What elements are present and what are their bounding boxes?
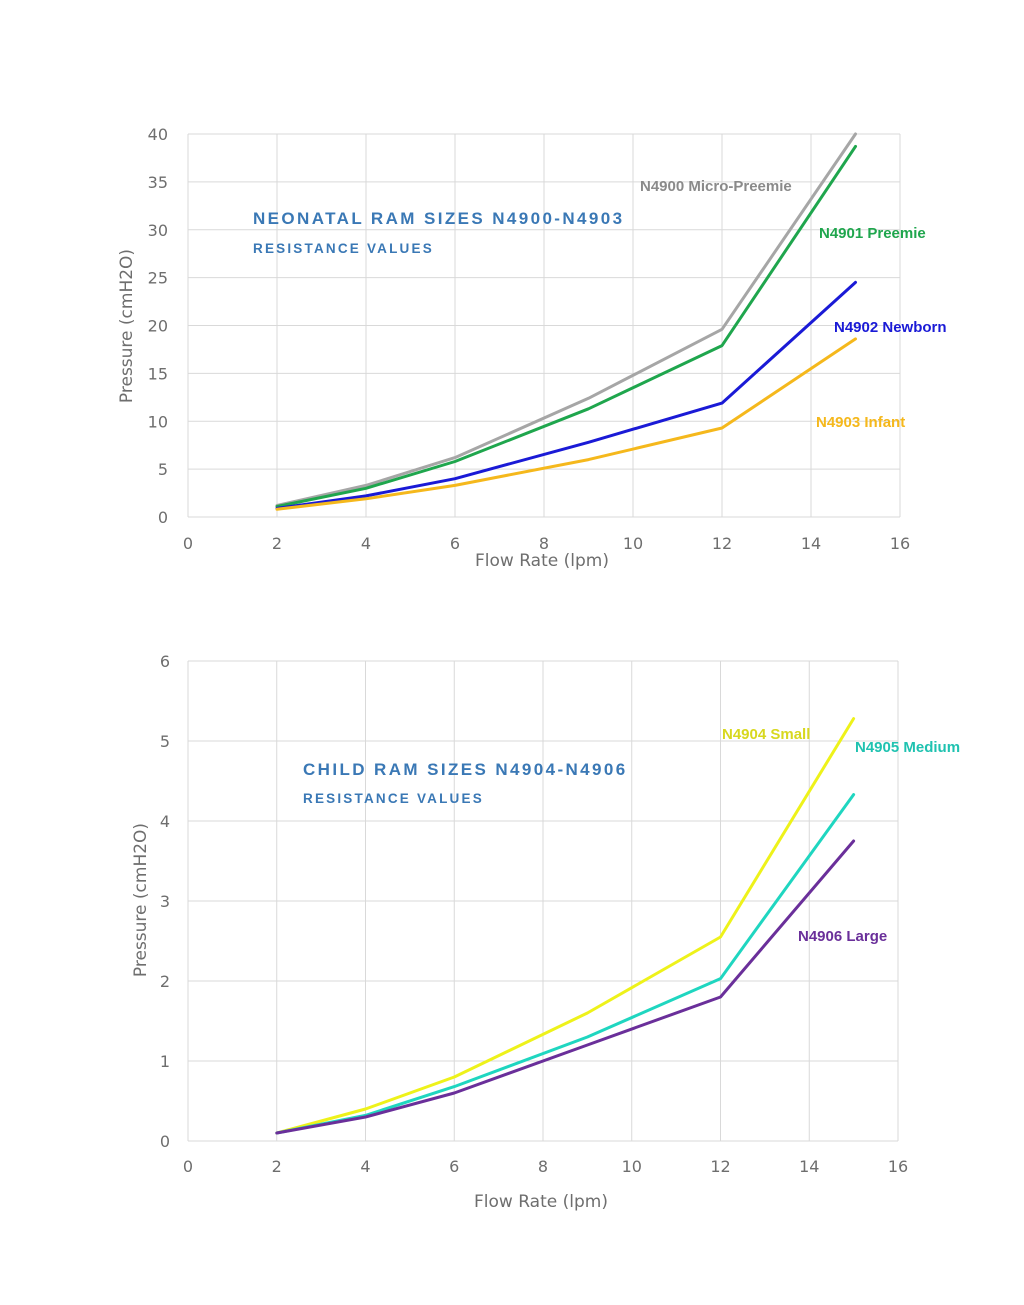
neonatal-resistance-chart: 0 2 4 6 8 10 12 14 16 0 5 10 15 20 25 30 35 40 NEONATAL R…: [117, 125, 947, 571]
chart-grid: [187, 660, 899, 1142]
x-tick-label: 16: [888, 1157, 908, 1176]
chart-grid: [187, 133, 901, 518]
x-tick-label: 10: [623, 534, 643, 553]
x-axis-label: Flow Rate (lpm): [474, 1192, 608, 1212]
series-label-n4903: N4903 Infant: [816, 414, 905, 431]
series-label-n4902: N4902 Newborn: [834, 319, 947, 336]
x-tick-label: 14: [799, 1157, 819, 1176]
y-tick-label: 1: [160, 1052, 170, 1071]
chart-series: [275, 132, 857, 511]
series-label-n4905: N4905 Medium: [855, 739, 960, 756]
x-tick-label: 12: [712, 534, 732, 553]
series-line-n4906: [275, 839, 856, 1135]
x-tick-label: 4: [361, 534, 371, 553]
chart-title: CHILD RAM SIZES N4904-N4906: [303, 760, 628, 779]
y-tick-label: 40: [148, 125, 168, 144]
series-label-n4904: N4904 Small: [722, 726, 810, 743]
y-tick-label: 10: [148, 412, 168, 431]
series-line-n4901: [275, 144, 857, 508]
y-tick-label: 5: [160, 732, 170, 751]
chart-ticks: 0 2 4 6 8 10 12 14 16 0 5 10 15 20 25 30 35 40: [148, 125, 911, 553]
x-tick-label: 16: [890, 534, 910, 553]
x-tick-label: 14: [801, 534, 821, 553]
x-axis-label: Flow Rate (lpm): [475, 551, 609, 571]
y-tick-label: 15: [148, 364, 168, 383]
y-tick-label: 5: [158, 460, 168, 479]
y-tick-label: 3: [160, 892, 170, 911]
x-tick-label: 0: [183, 534, 193, 553]
series-line-n4900: [275, 132, 857, 507]
y-tick-label: 0: [158, 508, 168, 527]
series-label-n4906: N4906 Large: [798, 928, 887, 945]
y-tick-label: 20: [148, 317, 168, 336]
y-tick-label: 25: [148, 269, 168, 288]
series-line-n4904: [275, 717, 856, 1135]
x-tick-label: 10: [622, 1157, 642, 1176]
x-tick-label: 6: [450, 534, 460, 553]
y-tick-label: 6: [160, 652, 170, 671]
y-tick-label: 4: [160, 812, 170, 831]
y-tick-label: 35: [148, 173, 168, 192]
x-tick-label: 2: [272, 534, 282, 553]
y-tick-label: 30: [148, 221, 168, 240]
chart-title: NEONATAL RAM SIZES N4900-N4903: [253, 209, 624, 228]
x-tick-label: 8: [539, 534, 549, 553]
chart-series: [275, 717, 856, 1135]
chart-subtitle: RESISTANCE VALUES: [303, 791, 484, 806]
x-tick-label: 2: [272, 1157, 282, 1176]
series-label-n4900: N4900 Micro-Preemie: [640, 178, 792, 195]
y-axis-label: Pressure (cmH2O): [117, 249, 137, 403]
x-tick-label: 12: [710, 1157, 730, 1176]
x-tick-label: 0: [183, 1157, 193, 1176]
y-tick-label: 2: [160, 972, 170, 991]
series-line-n4902: [275, 280, 857, 510]
x-tick-label: 8: [538, 1157, 548, 1176]
chart-subtitle: RESISTANCE VALUES: [253, 241, 434, 256]
x-tick-label: 6: [449, 1157, 459, 1176]
y-tick-label: 0: [160, 1132, 170, 1151]
series-label-n4901: N4901 Preemie: [819, 225, 926, 242]
y-axis-label: Pressure (cmH2O): [131, 823, 151, 977]
x-tick-label: 4: [360, 1157, 370, 1176]
series-line-n4903: [275, 337, 857, 511]
